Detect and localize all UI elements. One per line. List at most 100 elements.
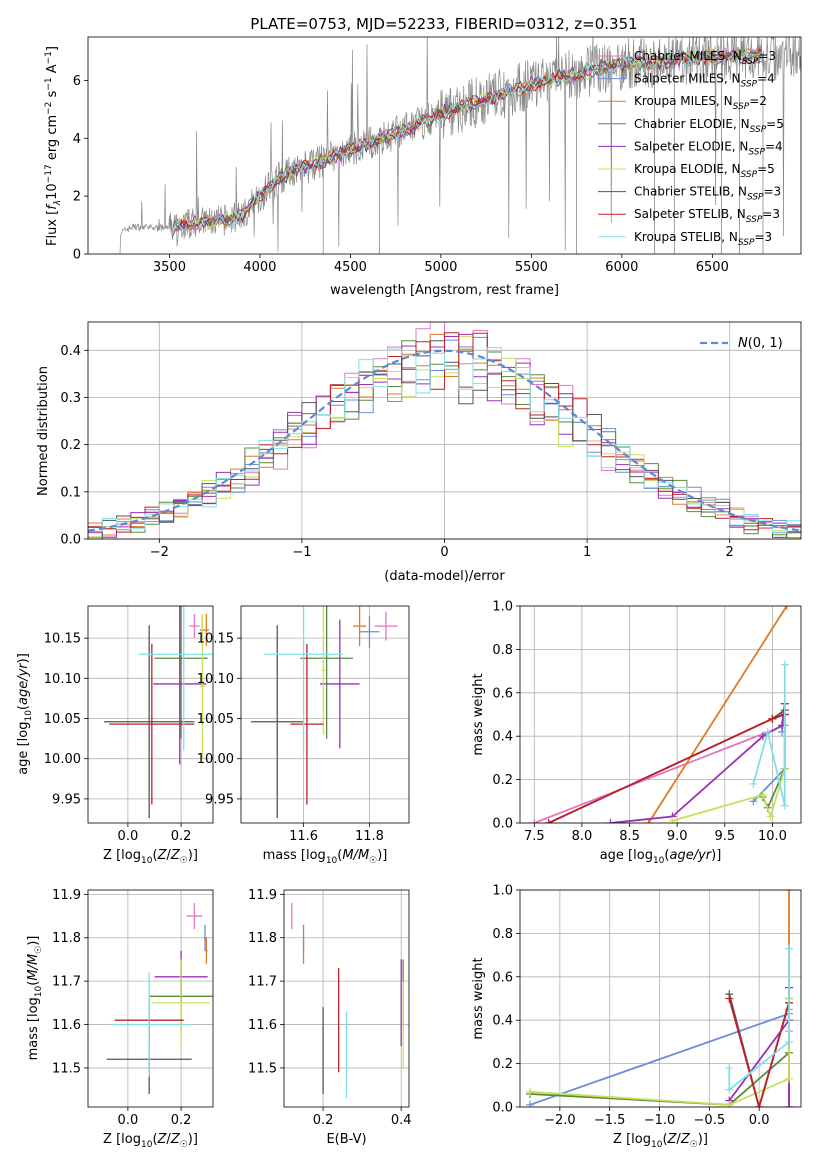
x-tick-label: −2.0 xyxy=(544,1113,576,1128)
label-part: )] xyxy=(188,848,198,863)
y-tick-label: 0.3 xyxy=(60,391,81,406)
errorbar-chabrier_miles xyxy=(374,611,398,641)
label-part: )] xyxy=(711,848,721,863)
x-tick-label: 0.0 xyxy=(118,1113,139,1128)
label-part: ☉ xyxy=(690,1140,698,1150)
x-tick-label: −1 xyxy=(292,545,311,560)
plot-area xyxy=(525,890,794,1107)
plot-area xyxy=(103,606,213,819)
chart-residuals: −2 −1 0 1 2 0.0 0.1 0.2 0.3 0.4 (data-model)/error… xyxy=(36,321,802,584)
x-tick-label: 8.0 xyxy=(572,829,593,844)
label-part: =2 xyxy=(749,94,767,108)
label-part: 10 xyxy=(24,710,34,722)
point-marker xyxy=(785,1074,794,1083)
label-part: erg cm xyxy=(45,115,60,164)
y-tick-label: 11.8 xyxy=(248,931,277,946)
y-tick-label: 9.95 xyxy=(52,792,81,807)
label-part: ( xyxy=(664,848,669,863)
legend-label: Salpeter MILES, NSSP=4 xyxy=(634,72,775,90)
errorbar-chabrier_elodie xyxy=(300,606,353,739)
axes-frame xyxy=(87,889,214,1108)
label-part: 10 xyxy=(653,856,665,866)
x-tick-label: −2 xyxy=(150,545,169,560)
series-kroupa_stelib xyxy=(728,948,790,1092)
label-part: Z xyxy=(170,848,181,863)
x-axis-label: E(B-V) xyxy=(326,1132,366,1147)
axes-frame xyxy=(87,321,802,540)
x-axis-label: wavelength [Angstrom, rest frame] xyxy=(330,283,559,298)
label-part: SSP xyxy=(741,80,758,90)
label-part: 10 xyxy=(651,1140,663,1150)
label-part: N xyxy=(738,336,748,351)
label-part: )] xyxy=(188,1132,198,1147)
y-tick-label: 0.2 xyxy=(492,1057,513,1072)
errorbar-kroupa_stelib xyxy=(264,606,344,751)
label-part: Flux [ xyxy=(45,210,60,246)
chart-mass_vs_ebv: 0.2 0.4 11.5 11.6 11.7 11.8 11.9 E(B-V) xyxy=(248,888,411,1147)
chart-weight_vs_age: 7.5 8.0 8.5 9.0 9.5 10.0 0.0 0.2 0.4 0.6 0.8 1.0 age… xyxy=(471,600,802,866)
label-part: SSP xyxy=(747,193,764,203)
legend-label: Salpeter ELODIE, NSSP=4 xyxy=(634,139,783,157)
x-tick-label: 3500 xyxy=(153,260,186,275)
y-tick-label: 10.00 xyxy=(44,752,81,767)
label-part: Salpeter ELODIE, N xyxy=(634,139,748,153)
y-axis-label: mass weight xyxy=(471,957,486,1039)
point-marker xyxy=(530,819,539,823)
y-tick-label: 0.4 xyxy=(492,730,513,745)
label-part: )] xyxy=(377,848,387,863)
legend-label: N(0, 1) xyxy=(738,336,783,351)
x-tick-label: 6500 xyxy=(696,260,729,275)
y-tick-label: 2 xyxy=(73,190,81,205)
y-tick-label: 10.00 xyxy=(197,752,234,767)
errorbar-salpeter_miles xyxy=(359,615,380,648)
label-part: =4 xyxy=(757,72,775,86)
x-tick-label: 9.5 xyxy=(714,829,735,844)
label-part: )] xyxy=(698,1132,708,1147)
point-marker xyxy=(725,1100,734,1107)
y-tick-label: 10.05 xyxy=(44,712,81,727)
legend-label: Kroupa MILES, NSSP=2 xyxy=(634,94,767,112)
x-tick-label: 10.0 xyxy=(758,829,787,844)
x-tick-label: 11.8 xyxy=(355,829,384,844)
y-tick-label: 11.7 xyxy=(248,975,277,990)
label-part: λ xyxy=(53,200,63,206)
x-tick-label: 1 xyxy=(583,545,591,560)
point-marker xyxy=(544,819,553,823)
y-tick-label: 11.5 xyxy=(248,1061,277,1076)
point-marker xyxy=(782,606,791,610)
label-part: −17 xyxy=(44,164,54,183)
legend-label: Kroupa STELIB, NSSP=3 xyxy=(634,230,772,248)
y-tick-label: 0.6 xyxy=(492,970,513,985)
y-tick-label: 4 xyxy=(73,132,81,147)
x-axis-label: mass [log10(M/M☉)] xyxy=(263,848,388,866)
y-tick-label: 10.05 xyxy=(197,712,234,727)
point-marker xyxy=(785,890,794,894)
x-axis-label: Z [log10(Z/Z☉)] xyxy=(103,848,198,866)
point-marker xyxy=(755,1103,764,1107)
y-tick-label: 11.5 xyxy=(52,1061,81,1076)
label-part: Salpeter STELIB, N xyxy=(634,207,746,221)
label-part: age/yr xyxy=(669,848,712,863)
label-part: ( xyxy=(152,848,157,863)
y-tick-label: 0.8 xyxy=(492,643,513,658)
legend-label: Chabrier ELODIE, NSSP=5 xyxy=(634,117,784,135)
series-kroupa_stelib xyxy=(752,664,786,806)
x-tick-label: 0.0 xyxy=(749,1113,770,1128)
y-tick-label: 11.9 xyxy=(52,888,81,903)
label-part: M/M xyxy=(26,954,41,981)
label-part: 10 xyxy=(141,1140,153,1150)
series-salpeter_stelib xyxy=(548,713,786,823)
label-part: Z [log xyxy=(103,1132,141,1147)
y-tick-label: 0.2 xyxy=(492,773,513,788)
x-axis-label: Z [log10(Z/Z☉)] xyxy=(103,1132,198,1150)
label-part: =3 xyxy=(762,207,780,221)
y-tick-label: 0.0 xyxy=(492,1101,513,1116)
errorbar-chabrier_miles xyxy=(189,614,200,639)
y-tick-label: 6 xyxy=(73,74,81,89)
label-part: =3 xyxy=(764,185,782,199)
point-marker xyxy=(606,819,615,823)
errorbar-chabrier_stelib xyxy=(103,625,195,819)
x-tick-label: 2 xyxy=(726,545,734,560)
legend-label: Chabrier STELIB, NSSP=3 xyxy=(634,185,781,203)
